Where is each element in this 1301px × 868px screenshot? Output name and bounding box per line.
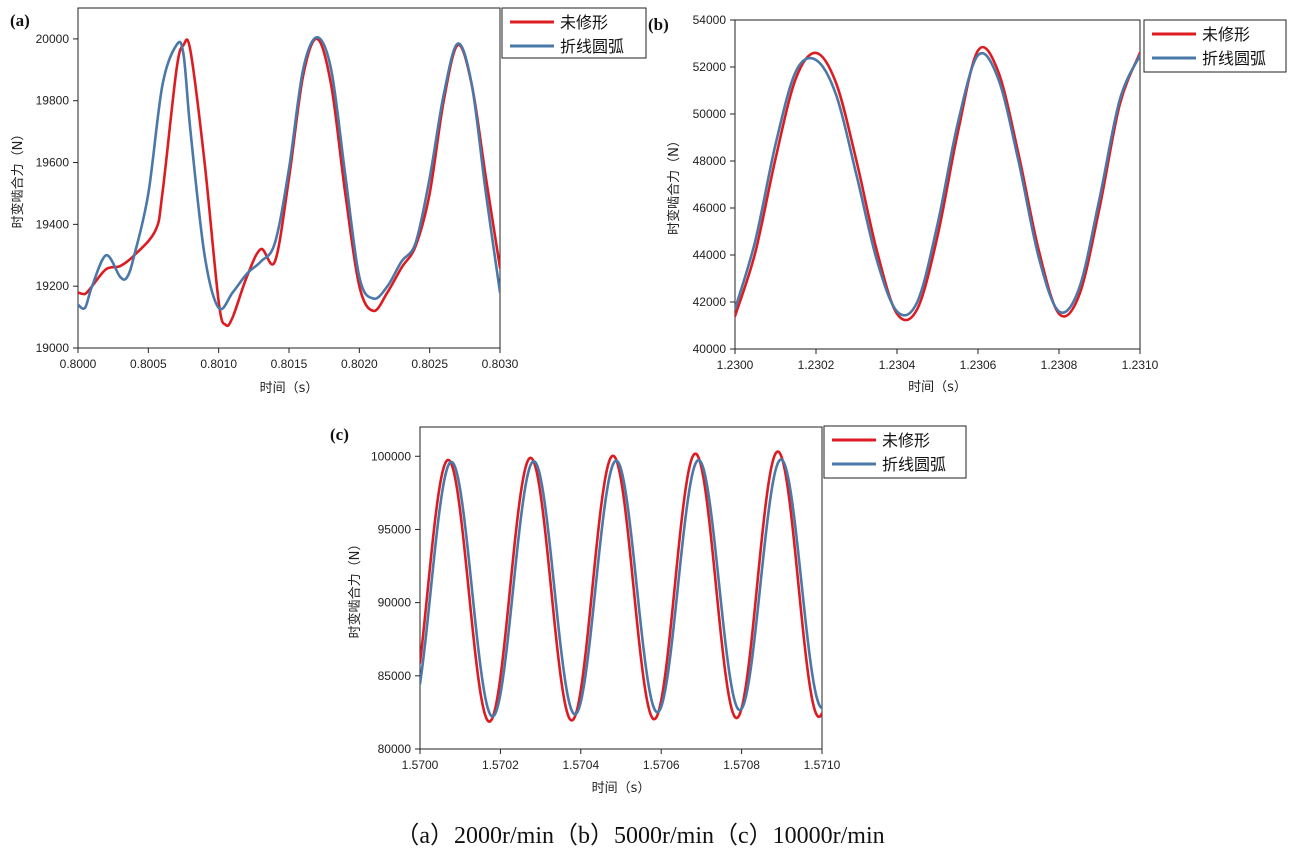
- y-tick-label: 46000: [693, 201, 727, 215]
- x-tick-label: 0.8025: [411, 357, 448, 371]
- legend-label: 折线圆弧: [1202, 49, 1266, 68]
- x-tick-label: 1.5702: [482, 758, 519, 772]
- series-line-1: [420, 450, 822, 723]
- y-tick-label: 42000: [693, 295, 727, 309]
- series-line-2: [735, 52, 1140, 317]
- y-tick-label: 90000: [378, 596, 412, 610]
- y-tick-label: 44000: [693, 248, 727, 262]
- series-line-2: [78, 36, 500, 311]
- plot-frame: [734, 19, 1141, 350]
- chart-panel-b: (b) 1.2300 1.2302 1.2304 1.2306 1.2308 1.2310 4…: [648, 13, 1287, 395]
- x-tick-label: 1.5706: [643, 758, 680, 772]
- x-tick-label: 1.2304: [879, 358, 916, 372]
- x-tick-label: 1.2306: [960, 358, 997, 372]
- legend-box: [501, 7, 647, 59]
- y-tick-label: 19000: [36, 341, 70, 355]
- x-tick-label: 1.5704: [562, 758, 599, 772]
- x-axis-label: 时间（s）: [592, 781, 651, 796]
- series-line-1: [78, 37, 500, 328]
- y-tick-label: 19400: [36, 217, 70, 231]
- x-tick-label: 1.2300: [717, 358, 754, 372]
- x-tick-label: 1.5708: [723, 758, 760, 772]
- y-tick-label: 85000: [378, 669, 412, 683]
- panel-label: (a): [10, 11, 30, 30]
- x-axis-label: 时间（s）: [260, 381, 319, 396]
- y-tick-label: 19600: [36, 156, 70, 170]
- panel-label: (c): [330, 425, 349, 444]
- figure-caption: （a）2000r/min（b）5000r/min（c）10000r/min: [395, 823, 884, 849]
- chart-panel-a: (a) 0.8000 0.8005 0.8010 0.8015 0.8020 0.8025 0…: [10, 7, 647, 396]
- x-tick-label: 0.8005: [130, 357, 167, 371]
- legend-box: [1143, 19, 1287, 73]
- y-tick-label: 19800: [36, 94, 70, 108]
- chart-panel-c: (c) 1.5700 1.5702 1.5704 1.5706 1.5708 1.5710 8…: [330, 425, 967, 796]
- legend-label: 折线圆弧: [560, 37, 624, 56]
- y-tick-label: 50000: [693, 107, 727, 121]
- x-tick-label: 0.8010: [200, 357, 237, 371]
- y-tick-label: 19200: [36, 279, 70, 293]
- x-tick-label: 0.8015: [271, 357, 308, 371]
- x-tick-label: 1.5710: [804, 758, 841, 772]
- panel-label: (b): [648, 15, 669, 34]
- series-line-2: [420, 458, 822, 718]
- y-axis-label: 时变啮合力（N）: [10, 128, 26, 229]
- x-tick-label: 1.5700: [402, 758, 439, 772]
- legend-label: 未修形: [560, 13, 608, 32]
- y-axis-label: 时变啮合力（N）: [666, 134, 682, 235]
- y-tick-label: 54000: [693, 13, 727, 27]
- legend-label: 未修形: [882, 431, 930, 450]
- y-tick-label: 52000: [693, 60, 727, 74]
- y-tick-label: 20000: [36, 32, 70, 46]
- x-tick-label: 0.8000: [60, 357, 97, 371]
- y-tick-label: 40000: [693, 342, 727, 356]
- legend-box: [823, 425, 967, 479]
- x-tick-label: 0.8030: [482, 357, 519, 371]
- x-tick-label: 1.2302: [798, 358, 835, 372]
- legend-label: 未修形: [1202, 25, 1250, 44]
- x-tick-label: 1.2308: [1041, 358, 1078, 372]
- series-line-1: [735, 45, 1140, 322]
- y-tick-label: 48000: [693, 154, 727, 168]
- legend-label: 折线圆弧: [882, 455, 946, 474]
- x-tick-label: 0.8020: [341, 357, 378, 371]
- y-tick-label: 100000: [371, 449, 411, 463]
- x-axis-label: 时间（s）: [908, 380, 967, 395]
- y-tick-label: 95000: [378, 522, 412, 536]
- y-tick-label: 80000: [378, 742, 412, 756]
- x-tick-label: 1.2310: [1122, 358, 1159, 372]
- y-axis-label: 时变啮合力（N）: [347, 538, 363, 639]
- plot-frame: [419, 426, 823, 750]
